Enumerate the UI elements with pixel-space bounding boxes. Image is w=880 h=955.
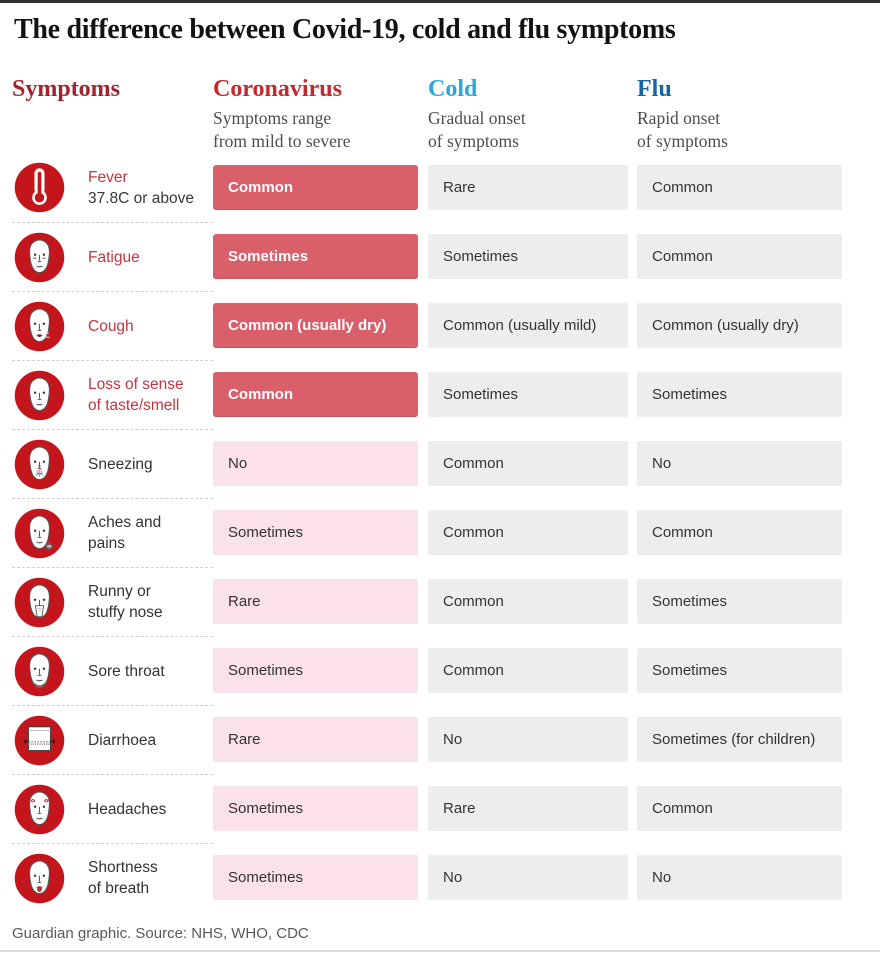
page-title: The difference between Covid-19, cold an… xyxy=(14,14,676,45)
coronavirus-cell: Rare xyxy=(213,579,418,624)
symptom-label: Fever 37.8C or above xyxy=(88,168,194,207)
symptom-label: Shortness of breath xyxy=(88,859,158,897)
runny-nose-face-icon xyxy=(14,577,65,627)
coronavirus-cell: Sometimes xyxy=(213,786,418,831)
symptom-label: Fatigue xyxy=(88,248,140,266)
cold-cell: Common xyxy=(428,648,628,693)
symptom-label: Headaches xyxy=(88,800,167,818)
coronavirus-cell: Rare xyxy=(213,717,418,762)
symptom-row: Aches and pains Sometimes Common Common xyxy=(12,498,880,567)
symptom-row: Diarrhoea Rare No Sometimes (for childre… xyxy=(12,705,880,774)
symptom-label: Aches and pains xyxy=(88,514,162,552)
headaches-face-icon xyxy=(14,784,65,834)
flu-cell: Sometimes xyxy=(637,648,842,693)
symptom-row: Sneezing No Common No xyxy=(12,429,880,498)
cough-face-icon xyxy=(14,301,65,351)
column-header-flu: Flu xyxy=(637,76,672,102)
coronavirus-cell: Sometimes xyxy=(213,510,418,555)
flu-cell: Common xyxy=(637,786,842,831)
flu-cell: Sometimes (for children) xyxy=(637,717,842,762)
symptom-row: Cough Common (usually dry) Common (usual… xyxy=(12,291,880,360)
column-header-cold: Cold xyxy=(428,76,478,102)
source-credit: Guardian graphic. Source: NHS, WHO, CDC xyxy=(12,925,309,942)
top-rule xyxy=(0,0,880,3)
shortness-of-breath-face-icon xyxy=(14,853,65,903)
loss-of-taste-smell-face-icon xyxy=(14,370,65,420)
symptom-row: Sore throat Sometimes Common Sometimes xyxy=(12,636,880,705)
flu-cell: No xyxy=(637,855,842,900)
cold-cell: Sometimes xyxy=(428,372,628,417)
symptom-row: Fever 37.8C or above Common Rare Common xyxy=(12,153,880,222)
column-header-symptoms: Symptoms xyxy=(12,76,121,102)
cold-cell: Common xyxy=(428,579,628,624)
cold-cell: Rare xyxy=(428,786,628,831)
table-header: Symptoms Coronavirus Symptoms range from… xyxy=(0,76,880,153)
aches-and-pains-face-icon xyxy=(14,508,65,558)
symptom-row: Loss of sense of taste/smell Common Some… xyxy=(12,360,880,429)
cold-cell: Rare xyxy=(428,165,628,210)
flu-subtitle: Rapid onset of symptoms xyxy=(637,108,728,151)
coronavirus-cell: Sometimes xyxy=(213,234,418,279)
cold-cell: No xyxy=(428,717,628,762)
coronavirus-cell: Sometimes xyxy=(213,855,418,900)
flu-cell: Common xyxy=(637,165,842,210)
cold-cell: Common (usually mild) xyxy=(428,303,628,348)
symptom-row: Shortness of breath Sometimes No No xyxy=(12,843,880,912)
diarrhoea-toilet-roll-icon xyxy=(14,715,65,765)
sneezing-face-icon xyxy=(14,439,65,489)
coronavirus-cell: Common xyxy=(213,372,418,417)
fever-thermometer-icon xyxy=(14,162,65,213)
coronavirus-cell: Common (usually dry) xyxy=(213,303,418,348)
symptom-label: Loss of sense of taste/smell xyxy=(88,376,184,414)
flu-cell: Common xyxy=(637,234,842,279)
cold-subtitle: Gradual onset of symptoms xyxy=(428,108,526,151)
cold-cell: No xyxy=(428,855,628,900)
coronavirus-cell: Common xyxy=(213,165,418,210)
symptom-row: Fatigue Sometimes Sometimes Common xyxy=(12,222,880,291)
flu-cell: No xyxy=(637,441,842,486)
flu-cell: Sometimes xyxy=(637,579,842,624)
flu-cell: Sometimes xyxy=(637,372,842,417)
cold-cell: Common xyxy=(428,510,628,555)
flu-cell: Common xyxy=(637,510,842,555)
symptom-label: Runny or stuffy nose xyxy=(88,583,163,621)
column-header-coronavirus: Coronavirus xyxy=(213,76,342,102)
symptom-label: Diarrhoea xyxy=(88,731,157,749)
symptom-label: Cough xyxy=(88,317,134,335)
coronavirus-subtitle: Symptoms range from mild to severe xyxy=(213,108,351,151)
coronavirus-cell: No xyxy=(213,441,418,486)
sore-throat-face-icon xyxy=(14,646,65,696)
bottom-rule xyxy=(0,950,880,952)
cold-cell: Sometimes xyxy=(428,234,628,279)
coronavirus-cell: Sometimes xyxy=(213,648,418,693)
symptom-row: Headaches Sometimes Rare Common xyxy=(12,774,880,843)
symptom-table: Fever 37.8C or above Common Rare Common … xyxy=(0,153,880,912)
flu-cell: Common (usually dry) xyxy=(637,303,842,348)
cold-cell: Common xyxy=(428,441,628,486)
symptom-label: Sore throat xyxy=(88,662,165,680)
symptom-row: Runny or stuffy nose Rare Common Sometim… xyxy=(12,567,880,636)
symptom-label: Sneezing xyxy=(88,455,153,473)
fatigue-face-icon xyxy=(14,232,65,282)
